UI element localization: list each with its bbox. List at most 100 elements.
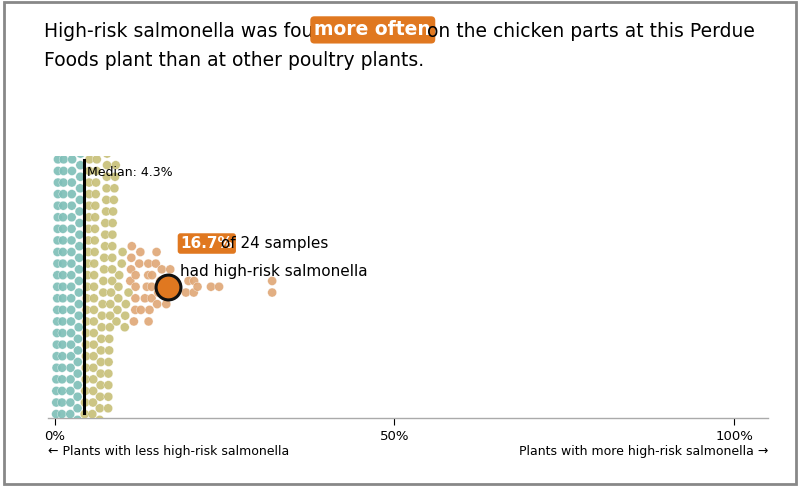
Point bbox=[66, 109, 79, 117]
Point bbox=[51, 260, 64, 267]
Point bbox=[84, 121, 97, 128]
Point bbox=[50, 468, 62, 476]
Point bbox=[103, 323, 116, 331]
Point bbox=[86, 434, 98, 441]
Point bbox=[50, 317, 63, 325]
Point bbox=[86, 468, 98, 476]
Point bbox=[89, 213, 102, 221]
Point bbox=[51, 190, 64, 198]
Point bbox=[138, 295, 151, 302]
Point bbox=[75, 104, 88, 111]
Point bbox=[187, 289, 200, 296]
Point bbox=[59, 40, 72, 48]
Point bbox=[67, 28, 80, 36]
Point bbox=[102, 381, 114, 389]
Point bbox=[82, 190, 95, 198]
Text: ← Plants with less high-risk salmonella: ← Plants with less high-risk salmonella bbox=[48, 445, 290, 458]
Point bbox=[67, 0, 80, 1]
Point bbox=[95, 312, 108, 320]
Point bbox=[58, 132, 70, 140]
Point bbox=[79, 387, 92, 395]
Point bbox=[87, 341, 100, 348]
Text: of 24 samples: of 24 samples bbox=[216, 236, 328, 251]
Point bbox=[70, 451, 83, 458]
Point bbox=[80, 295, 93, 302]
Point bbox=[51, 225, 64, 233]
Point bbox=[102, 138, 114, 146]
Point bbox=[52, 121, 65, 128]
Point bbox=[57, 190, 70, 198]
Point bbox=[66, 121, 79, 128]
Point bbox=[65, 295, 78, 302]
Point bbox=[79, 352, 92, 360]
Point bbox=[87, 329, 100, 337]
Point bbox=[101, 161, 114, 169]
Point bbox=[50, 456, 62, 464]
Point bbox=[102, 358, 115, 366]
Point bbox=[50, 445, 62, 453]
Point bbox=[150, 300, 163, 308]
Point bbox=[85, 74, 98, 82]
Point bbox=[94, 416, 106, 424]
Text: Foods plant than at other poultry plants.: Foods plant than at other poultry plants… bbox=[44, 51, 424, 70]
Point bbox=[65, 248, 78, 256]
Point bbox=[74, 184, 86, 192]
Point bbox=[163, 289, 176, 296]
Text: Median: 4.3%: Median: 4.3% bbox=[86, 166, 172, 179]
Point bbox=[71, 393, 84, 400]
Point bbox=[56, 352, 69, 360]
Point bbox=[66, 167, 78, 175]
Point bbox=[51, 283, 64, 291]
Point bbox=[82, 260, 94, 267]
Point bbox=[106, 254, 118, 261]
Point bbox=[154, 277, 166, 285]
Point bbox=[104, 300, 117, 308]
Point bbox=[130, 271, 142, 279]
Point bbox=[83, 144, 96, 152]
Point bbox=[80, 341, 93, 348]
Point bbox=[143, 306, 156, 314]
Point bbox=[56, 387, 69, 395]
Point bbox=[64, 364, 77, 372]
Point bbox=[78, 456, 90, 464]
Point bbox=[73, 254, 86, 261]
Point bbox=[52, 144, 65, 152]
Point bbox=[65, 260, 78, 267]
Point bbox=[59, 5, 72, 13]
Point bbox=[64, 399, 77, 406]
Point bbox=[116, 248, 129, 256]
Point bbox=[98, 265, 110, 273]
Point bbox=[56, 329, 69, 337]
Point bbox=[55, 468, 68, 476]
Text: on the chicken parts at this Perdue: on the chicken parts at this Perdue bbox=[421, 22, 754, 41]
Point bbox=[95, 323, 108, 331]
Point bbox=[85, 86, 98, 94]
Point bbox=[93, 86, 106, 94]
Point bbox=[51, 237, 64, 244]
Point bbox=[179, 289, 192, 296]
Point bbox=[51, 156, 64, 163]
Point bbox=[101, 150, 114, 157]
Point bbox=[66, 144, 78, 152]
Point bbox=[122, 289, 135, 296]
Point bbox=[82, 248, 94, 256]
Point bbox=[51, 248, 64, 256]
Point bbox=[82, 213, 95, 221]
Point bbox=[94, 358, 107, 366]
Point bbox=[67, 52, 80, 59]
Point bbox=[73, 300, 86, 308]
Point bbox=[50, 410, 62, 418]
Point bbox=[73, 243, 86, 250]
Point bbox=[56, 341, 69, 348]
Point bbox=[88, 237, 101, 244]
Point bbox=[87, 306, 100, 314]
Point bbox=[82, 179, 95, 187]
Point bbox=[67, 86, 80, 94]
Point bbox=[94, 428, 106, 435]
Point bbox=[50, 364, 63, 372]
Point bbox=[52, 98, 65, 105]
Point bbox=[104, 312, 117, 320]
Text: Plants with more high-risk salmonella →: Plants with more high-risk salmonella → bbox=[518, 445, 768, 458]
Point bbox=[93, 98, 106, 105]
Point bbox=[72, 323, 85, 331]
